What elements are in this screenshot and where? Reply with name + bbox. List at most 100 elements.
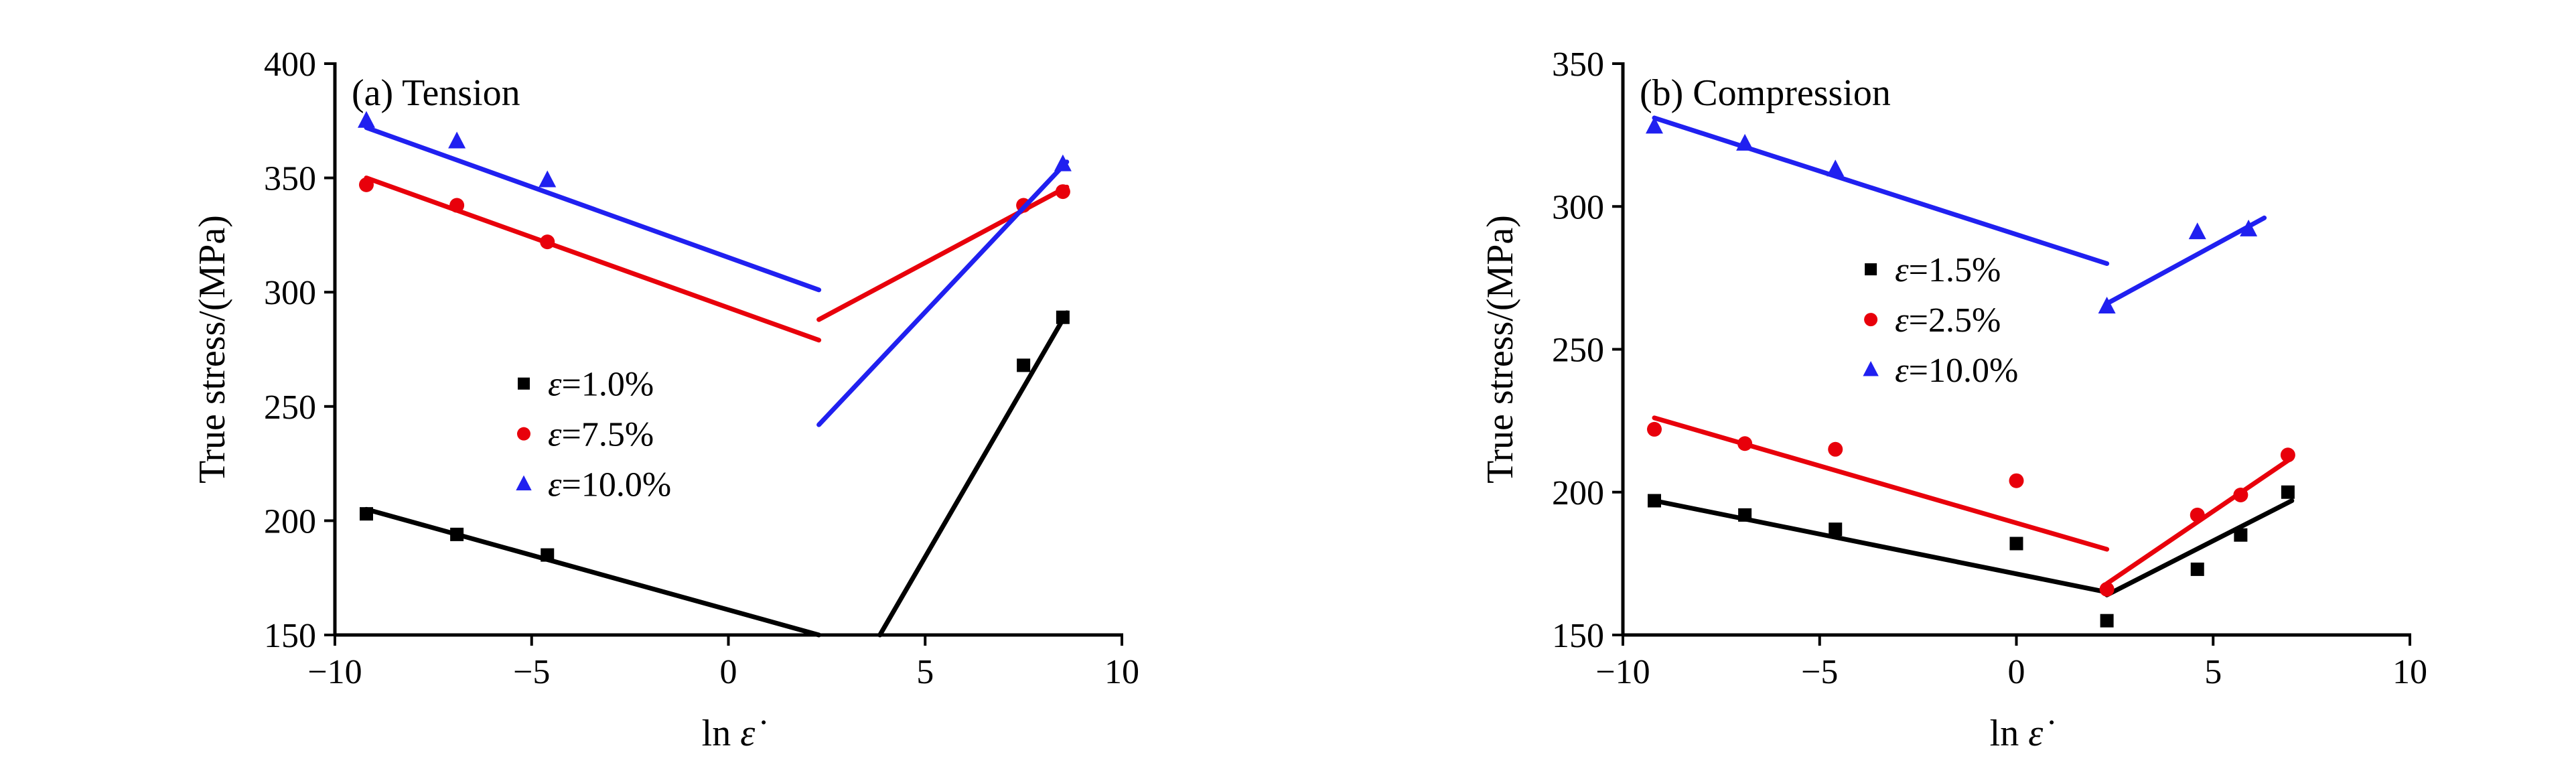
legend-marker-square: [1865, 263, 1877, 276]
y-tick-label: 200: [1552, 474, 1604, 512]
fit-line: [1652, 415, 2110, 552]
x-tick-label: 5: [916, 653, 934, 691]
legend-label: ε=10.0%: [1895, 352, 2018, 390]
y-tick-label: 300: [1552, 188, 1604, 226]
data-point-marker: [359, 177, 374, 192]
legend: ε=1.5% ε=2.5% ε=10.0%: [1863, 251, 2018, 390]
data-point-marker: [2190, 507, 2205, 522]
data-point-marker: [2281, 485, 2295, 499]
x-tick-label: 0: [720, 653, 737, 691]
data-point-marker: [540, 234, 555, 250]
legend: ε=1.0% ε=7.5% ε=10.0%: [516, 366, 671, 504]
series-square: [360, 310, 1070, 638]
x-tick-label: −10: [307, 653, 362, 691]
data-point-marker: [1055, 184, 1070, 200]
data-point-marker: [1054, 154, 1072, 171]
y-tick-label: 350: [264, 160, 316, 198]
fit-line: [816, 159, 1070, 427]
data-point-marker: [539, 170, 557, 188]
axes: −10 −5 0 5 10 150 200 250 300 350 400: [264, 46, 1139, 691]
data-point-marker: [2280, 447, 2295, 463]
series-circle: [359, 175, 1070, 343]
legend-label: ε=2.5%: [1895, 301, 2001, 340]
fit-line: [364, 125, 822, 293]
x-tick-label: −5: [1801, 653, 1838, 691]
x-tick-label: −5: [513, 653, 550, 691]
data-point-marker: [1646, 117, 1663, 134]
fit-line: [1652, 498, 2110, 595]
data-point-marker: [2233, 488, 2248, 503]
data-point-marker: [1737, 436, 1753, 451]
data-point-marker: [1829, 522, 1843, 537]
data-point-marker: [358, 111, 375, 128]
data-point-marker: [541, 548, 555, 562]
y-axis-label: True stress/(MPa): [192, 215, 233, 484]
x-tick-label: 0: [2008, 653, 2025, 691]
axes: −10 −5 0 5 10 150 200 250 300 350: [1552, 46, 2427, 691]
data-point-marker: [449, 198, 465, 213]
tension-chart: −10 −5 0 5 10 150 200 250 300 350 400 ln ε̇ True str…: [192, 46, 1139, 754]
fit-line: [364, 175, 822, 343]
legend-entry: ε=10.0%: [516, 466, 671, 504]
y-tick-label: 250: [264, 388, 316, 427]
legend-marker-circle: [517, 427, 530, 441]
legend-label: ε=7.5%: [548, 416, 654, 454]
data-point-marker: [448, 131, 466, 149]
data-point-marker: [1648, 494, 1661, 508]
legend-entry: ε=1.5%: [1865, 251, 2001, 289]
legend-marker-square: [518, 377, 530, 390]
compression-panel: −10 −5 0 5 10 150 200 250 300 350 ln ε̇ True stress…: [1288, 0, 2576, 783]
data-point-marker: [1828, 441, 1843, 457]
compression-chart: −10 −5 0 5 10 150 200 250 300 350 ln ε̇ True stress…: [1480, 46, 2427, 754]
legend-marker-circle: [1864, 313, 1878, 327]
data-point-marker: [1827, 159, 1845, 177]
data-point-marker: [2240, 219, 2258, 236]
fit-line: [364, 506, 822, 638]
x-tick-label: −10: [1595, 653, 1650, 691]
data-point-marker: [2190, 562, 2204, 576]
data-point-marker: [2099, 581, 2115, 597]
legend-label: ε=1.5%: [1895, 251, 2001, 289]
y-tick-label: 300: [264, 274, 316, 312]
data-point-marker: [360, 507, 373, 521]
x-tick-label: 5: [2204, 653, 2222, 691]
panel-label: (a) Tension: [352, 72, 520, 114]
legend-marker-triangle: [516, 475, 532, 491]
legend-entry: ε=1.0%: [518, 366, 654, 404]
x-axis-label: ln ε̇: [1990, 713, 2054, 754]
legend-entry: ε=10.0%: [1863, 352, 2018, 390]
y-tick-label: 150: [1552, 617, 1604, 655]
series-triangle: [1646, 115, 2267, 314]
fit-line: [2104, 215, 2267, 306]
y-tick-label: 200: [264, 502, 316, 541]
data-point-marker: [1738, 508, 1752, 522]
legend-entry: ε=7.5%: [517, 416, 654, 454]
fit-line: [1652, 115, 2110, 267]
legend-entry: ε=2.5%: [1864, 301, 2001, 340]
data-point-marker: [2234, 528, 2248, 542]
x-tick-label: 10: [1104, 653, 1139, 691]
panel-label: (b) Compression: [1640, 72, 1891, 114]
data-point-marker: [2188, 222, 2206, 240]
fit-line: [2104, 498, 2295, 597]
data-point-marker: [1056, 310, 1070, 324]
legend-label: ε=10.0%: [548, 466, 671, 504]
x-tick-label: 10: [2392, 653, 2427, 691]
series-triangle: [358, 111, 1072, 427]
tension-panel: −10 −5 0 5 10 150 200 250 300 350 400 ln ε̇ True str…: [192, 46, 1139, 754]
y-tick-label: 350: [1552, 46, 1604, 84]
data-point-marker: [2009, 537, 2023, 551]
data-point-marker: [1647, 421, 1662, 437]
fit-line: [877, 310, 1070, 638]
y-axis-label: True stress/(MPa): [1480, 215, 1521, 484]
y-tick-label: 400: [264, 46, 316, 84]
data-point-marker: [2100, 614, 2114, 628]
legend-label: ε=1.0%: [548, 366, 654, 404]
data-point-marker: [2098, 297, 2116, 314]
series-circle: [1647, 415, 2295, 597]
data-point-marker: [1017, 358, 1031, 372]
x-axis-label: ln ε̇: [702, 713, 766, 754]
y-tick-label: 250: [1552, 332, 1604, 370]
data-point-marker: [2009, 473, 2024, 488]
